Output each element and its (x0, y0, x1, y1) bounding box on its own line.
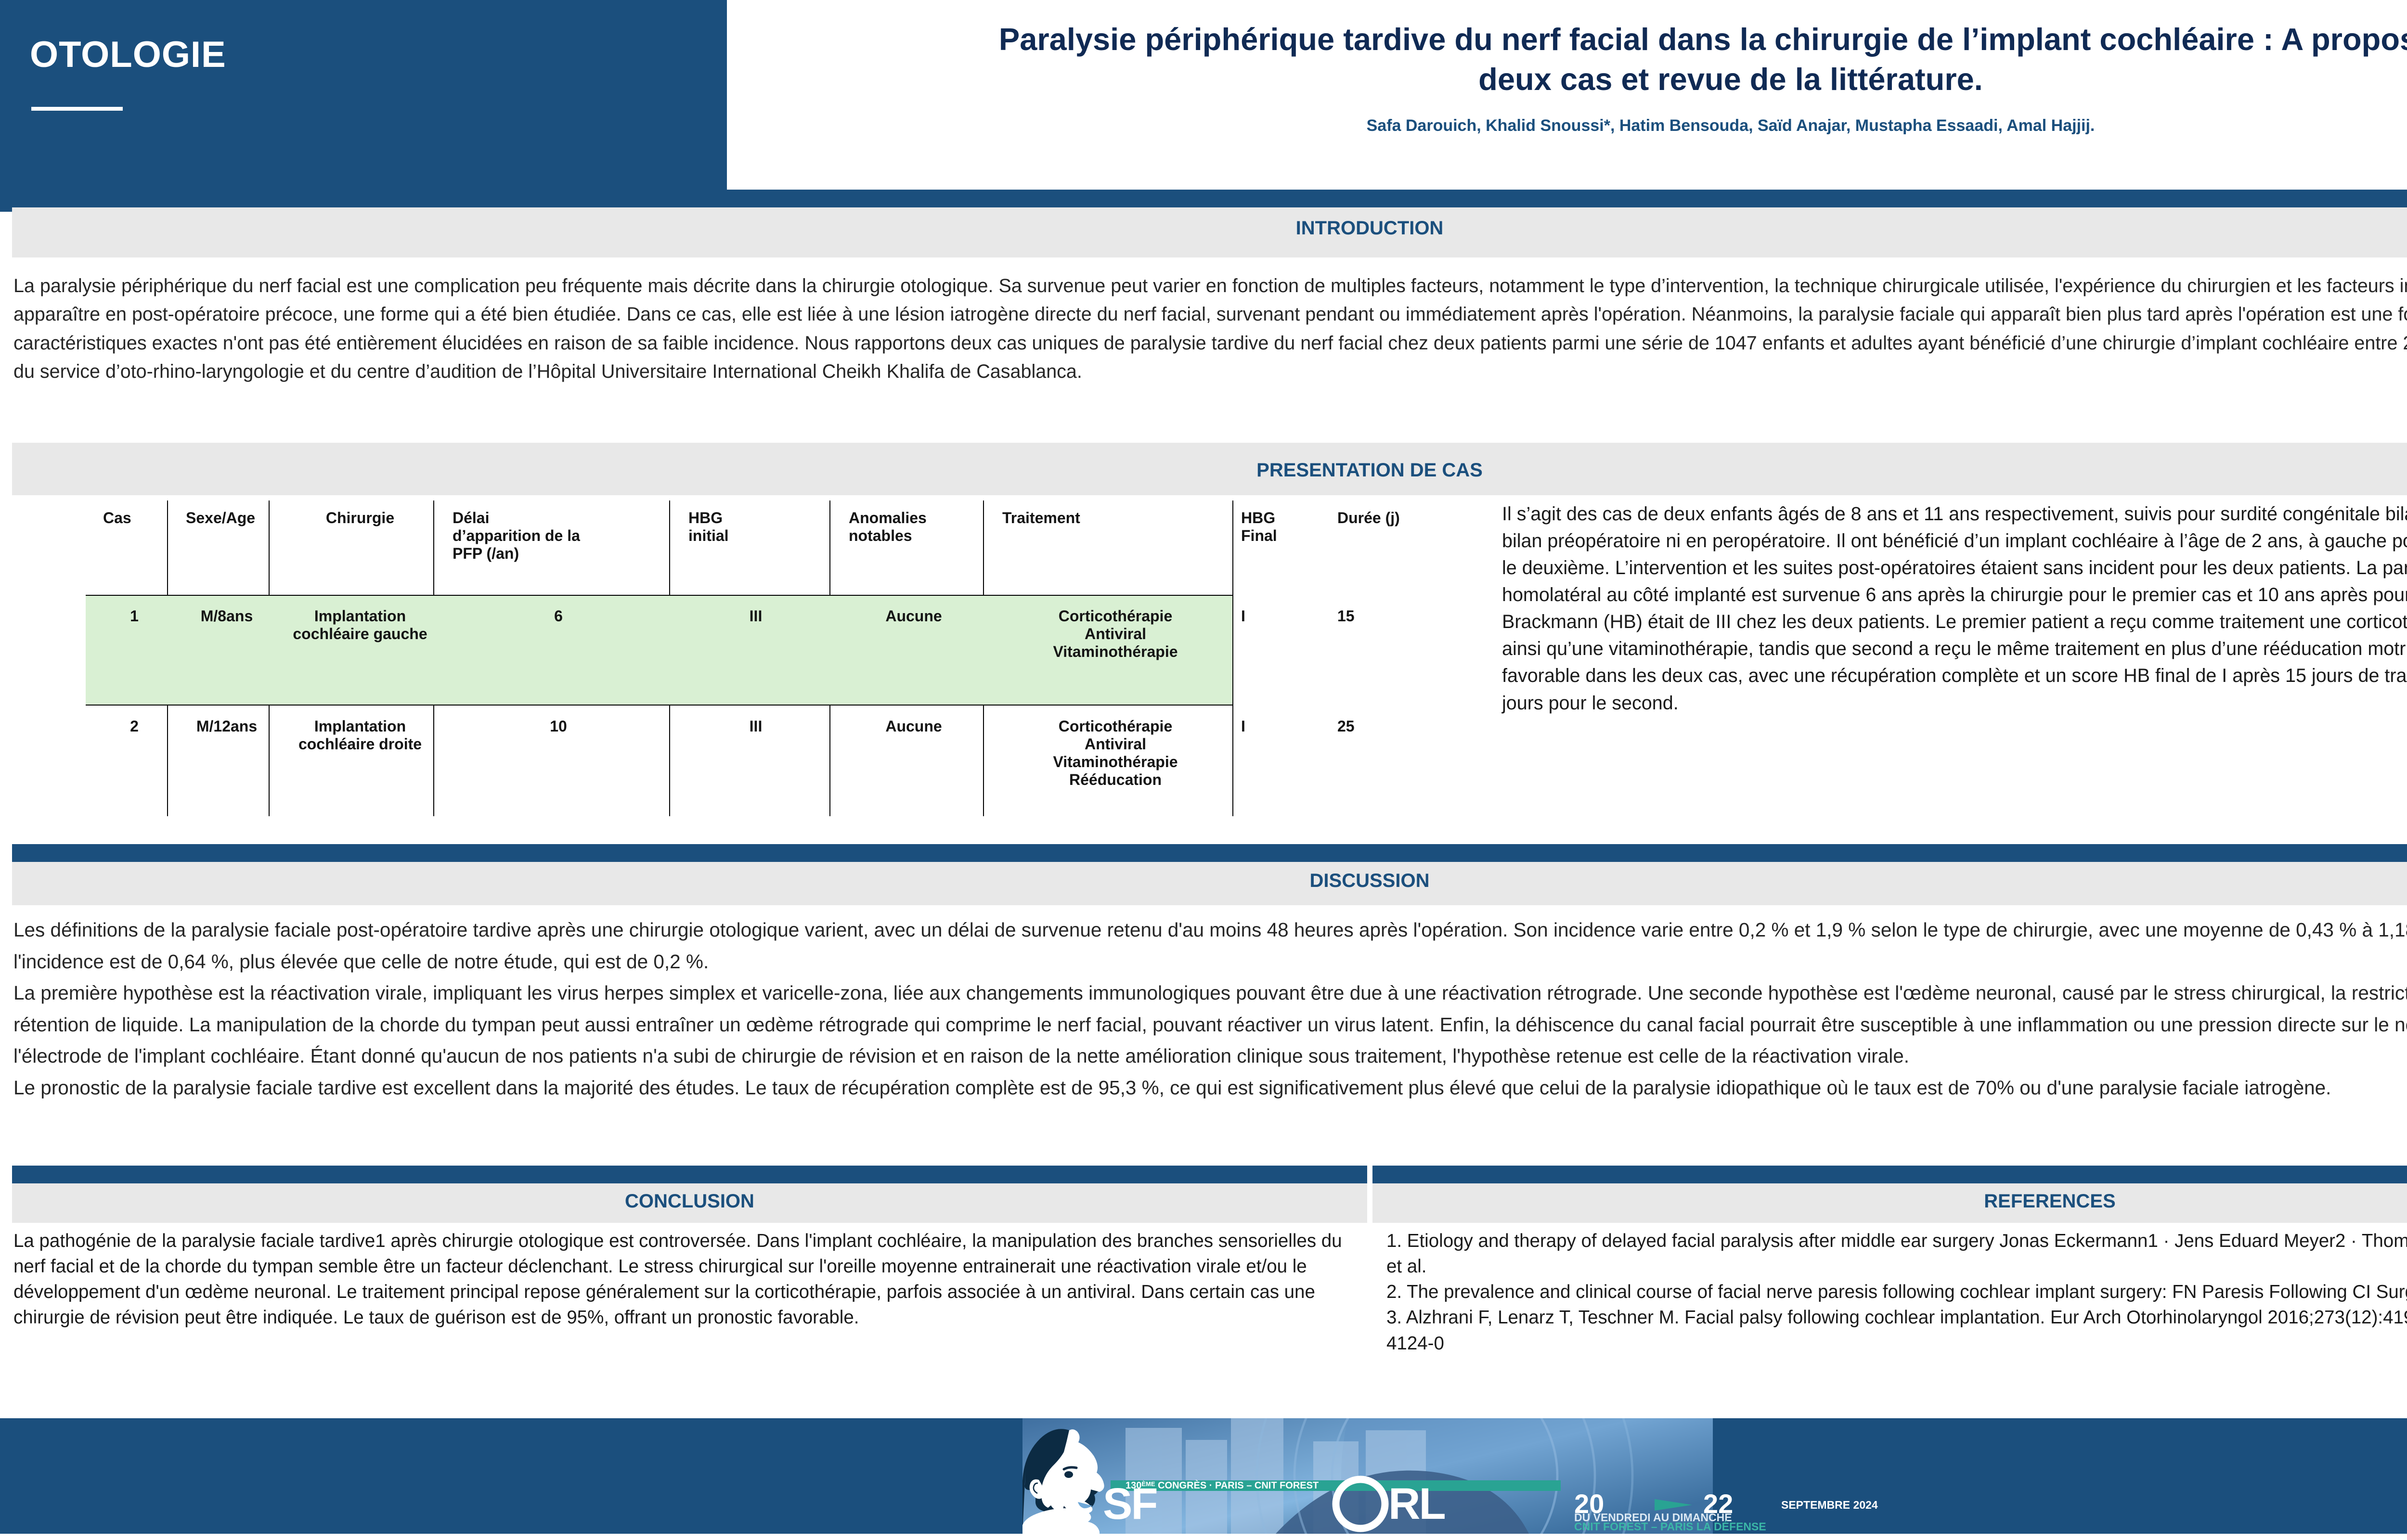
svg-text:CNIT FOREST – PARIS LA DÉFENSE: CNIT FOREST – PARIS LA DÉFENSE (1574, 1520, 1766, 1533)
svg-text:SF: SF (1103, 1479, 1157, 1528)
svg-text:SEPTEMBRE 2024: SEPTEMBRE 2024 (1781, 1499, 1878, 1511)
svg-text:RL: RL (1388, 1479, 1445, 1528)
